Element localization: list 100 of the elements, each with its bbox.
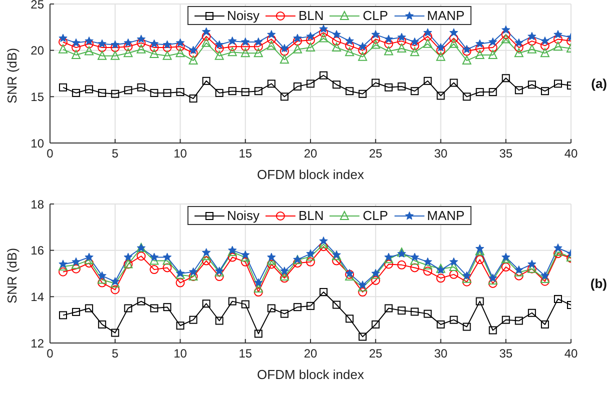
point: [449, 34, 458, 43]
point: [488, 50, 498, 59]
point: [410, 263, 420, 272]
point: [398, 306, 406, 315]
point: [163, 88, 172, 97]
point: [254, 87, 262, 96]
point: [150, 49, 159, 58]
point: [188, 56, 198, 65]
point: [540, 320, 549, 328]
point: [475, 50, 484, 59]
point: [241, 300, 250, 308]
point: [84, 46, 94, 56]
point: [475, 255, 484, 264]
point: [188, 48, 198, 58]
point: [410, 308, 419, 316]
point: [188, 267, 198, 276]
point: [98, 50, 107, 60]
point: [384, 83, 393, 92]
point: [358, 332, 367, 341]
point: [176, 42, 185, 52]
x-tick-label: 25: [368, 346, 383, 361]
point: [476, 88, 484, 96]
legend-label: CLP: [362, 208, 388, 223]
point: [423, 28, 432, 36]
point: [267, 252, 276, 262]
point: [176, 322, 184, 330]
point: [358, 288, 368, 297]
point: [436, 43, 446, 52]
point: [384, 39, 394, 48]
x-tick-label: 5: [112, 346, 119, 361]
point: [254, 330, 262, 338]
point: [436, 52, 446, 61]
point: [358, 280, 367, 289]
point: [267, 304, 276, 312]
point: [98, 278, 107, 288]
point: [553, 249, 562, 258]
point: [72, 88, 80, 97]
point: [84, 258, 94, 268]
point: [292, 36, 302, 46]
point: [124, 48, 133, 58]
point: [488, 278, 498, 288]
point: [136, 38, 146, 48]
point: [397, 260, 406, 270]
point: [150, 252, 159, 262]
point: [84, 252, 94, 262]
y-tick-label: 10: [30, 136, 44, 150]
point: [280, 274, 289, 283]
x-axis-title: OFDM block index: [257, 167, 364, 182]
point: [176, 88, 184, 96]
y-tick-label: 15: [30, 90, 44, 104]
point: [397, 36, 406, 46]
point: [280, 92, 288, 101]
point: [398, 82, 406, 90]
point: [84, 36, 94, 45]
point: [202, 27, 211, 36]
point: [280, 310, 288, 318]
point: [124, 42, 133, 52]
point: [162, 40, 172, 48]
point: [502, 74, 510, 82]
point: [371, 34, 380, 44]
point: [59, 83, 68, 92]
point: [319, 236, 328, 245]
x-tick-label: 10: [174, 346, 188, 361]
x-axis-title: OFDM block index: [257, 367, 364, 382]
x-tick-label: 15: [238, 346, 252, 361]
point: [162, 43, 172, 52]
point: [514, 265, 524, 274]
point: [540, 36, 550, 45]
x-tick-label: 35: [499, 146, 513, 161]
point: [346, 314, 354, 323]
point: [111, 328, 120, 337]
point: [254, 284, 263, 293]
point: [488, 88, 497, 96]
point: [332, 300, 341, 309]
point: [228, 87, 236, 96]
point: [358, 52, 368, 61]
x-tick-label: 30: [434, 346, 448, 361]
point: [540, 271, 550, 280]
point: [202, 248, 211, 256]
legend-label: BLN: [298, 8, 324, 23]
x-tick-label: 15: [238, 146, 252, 161]
point: [72, 257, 80, 266]
point: [228, 297, 236, 306]
point: [98, 271, 106, 280]
point: [110, 43, 120, 52]
point: [476, 297, 484, 306]
point: [372, 78, 380, 87]
point: [72, 308, 80, 316]
point: [319, 33, 328, 42]
point: [306, 302, 314, 310]
point: [371, 30, 380, 38]
point: [319, 24, 328, 33]
point: [228, 36, 237, 45]
point: [241, 88, 250, 96]
point: [150, 304, 158, 312]
point: [202, 32, 211, 41]
point: [384, 46, 394, 56]
x-tick-label: 10: [174, 146, 188, 161]
point: [358, 90, 367, 98]
point: [475, 39, 484, 48]
